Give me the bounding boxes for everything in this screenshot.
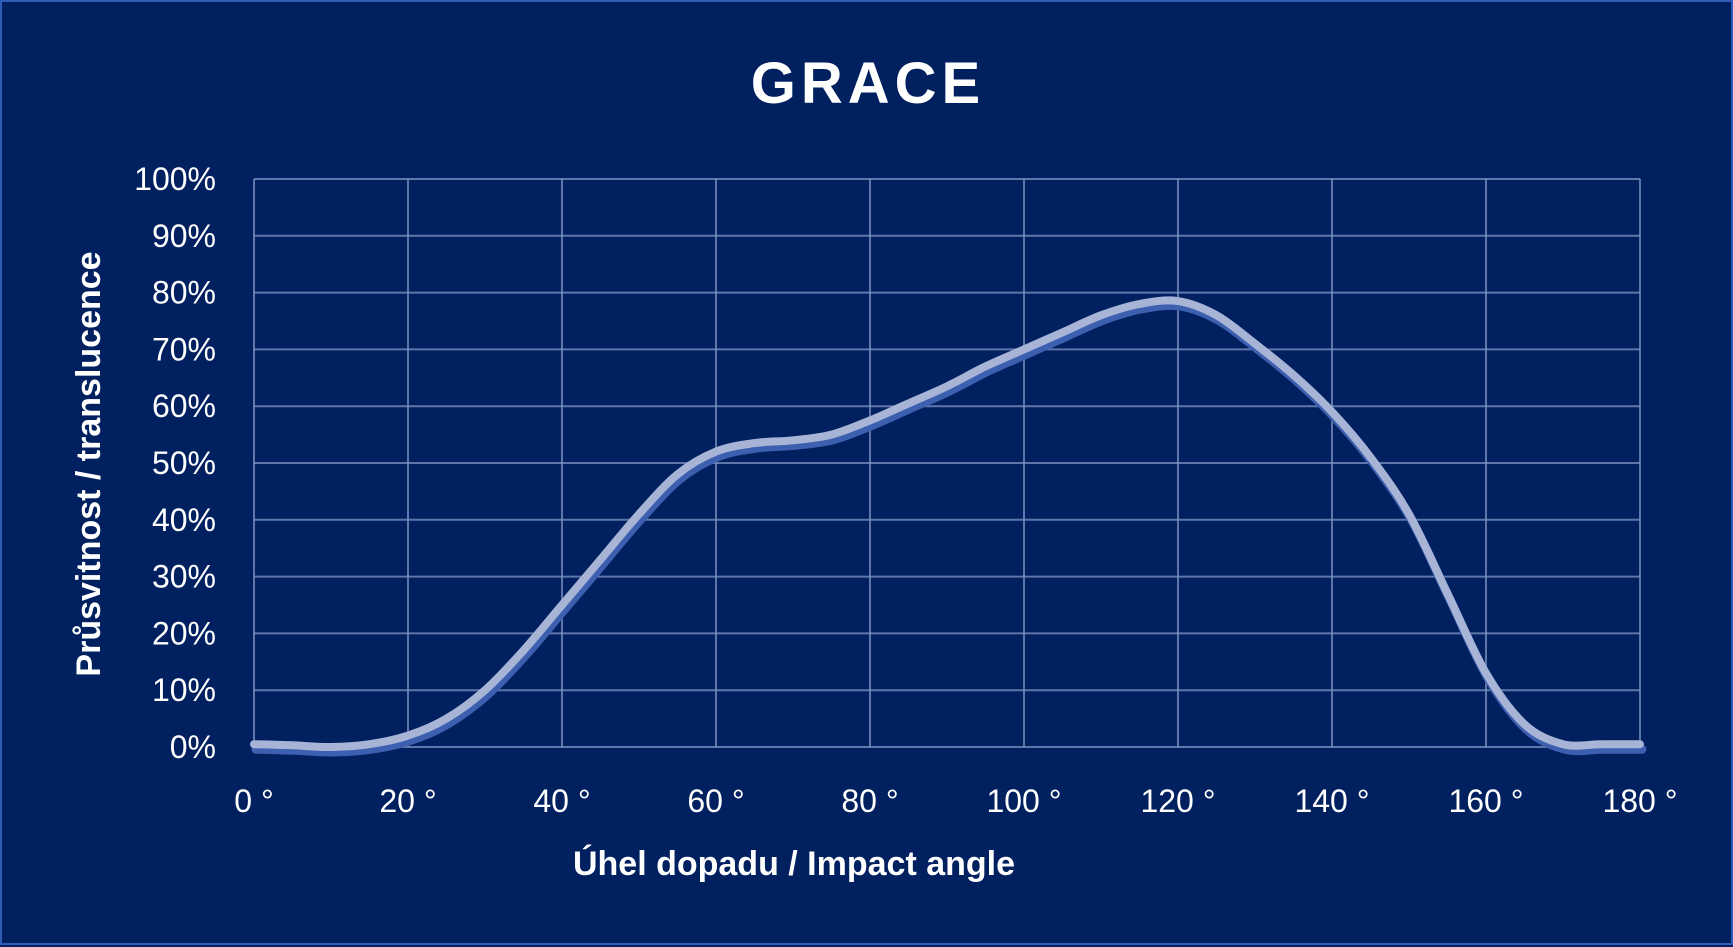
x-tick-label: 140 ° [1294,783,1369,819]
y-tick-label: 0% [170,729,216,765]
x-axis-title: Úhel dopadu / Impact angle [573,845,1015,883]
y-tick-label: 30% [152,559,216,595]
y-tick-labels: 0% 10% 20% 30% 40% 50% 60% 70% 80% 90% 100% [134,161,216,765]
y-tick-label: 20% [152,615,216,651]
y-tick-label: 100% [134,161,216,197]
y-tick-label: 40% [152,502,216,538]
y-tick-label: 60% [152,388,216,424]
series-line [250,296,1644,752]
x-tick-label: 40 ° [533,783,590,819]
series-lines [250,296,1647,757]
x-tick-label: 20 ° [379,783,436,819]
x-tick-label: 120 ° [1140,783,1215,819]
y-tick-label: 10% [152,672,216,708]
series-line-shadow [251,300,1647,757]
y-tick-label: 50% [152,445,216,481]
chart-title: GRACE [751,51,985,116]
gridlines [253,178,1641,748]
x-tick-label: 80 ° [841,783,898,819]
x-tick-label: 60 ° [687,783,744,819]
y-tick-label: 70% [152,331,216,367]
y-tick-label: 80% [152,275,216,311]
x-tick-labels: 0 ° 20 ° 40 ° 60 ° 80 ° 100 ° 120 ° 140 ° 160 ° 1… [234,783,1677,819]
y-tick-label: 90% [152,218,216,254]
x-tick-label: 100 ° [986,783,1061,819]
y-axis-title: Průsvitnost / translucence [70,251,108,676]
x-tick-label: 180 ° [1602,783,1677,819]
x-tick-label: 0 ° [234,783,273,819]
x-tick-label: 160 ° [1448,783,1523,819]
